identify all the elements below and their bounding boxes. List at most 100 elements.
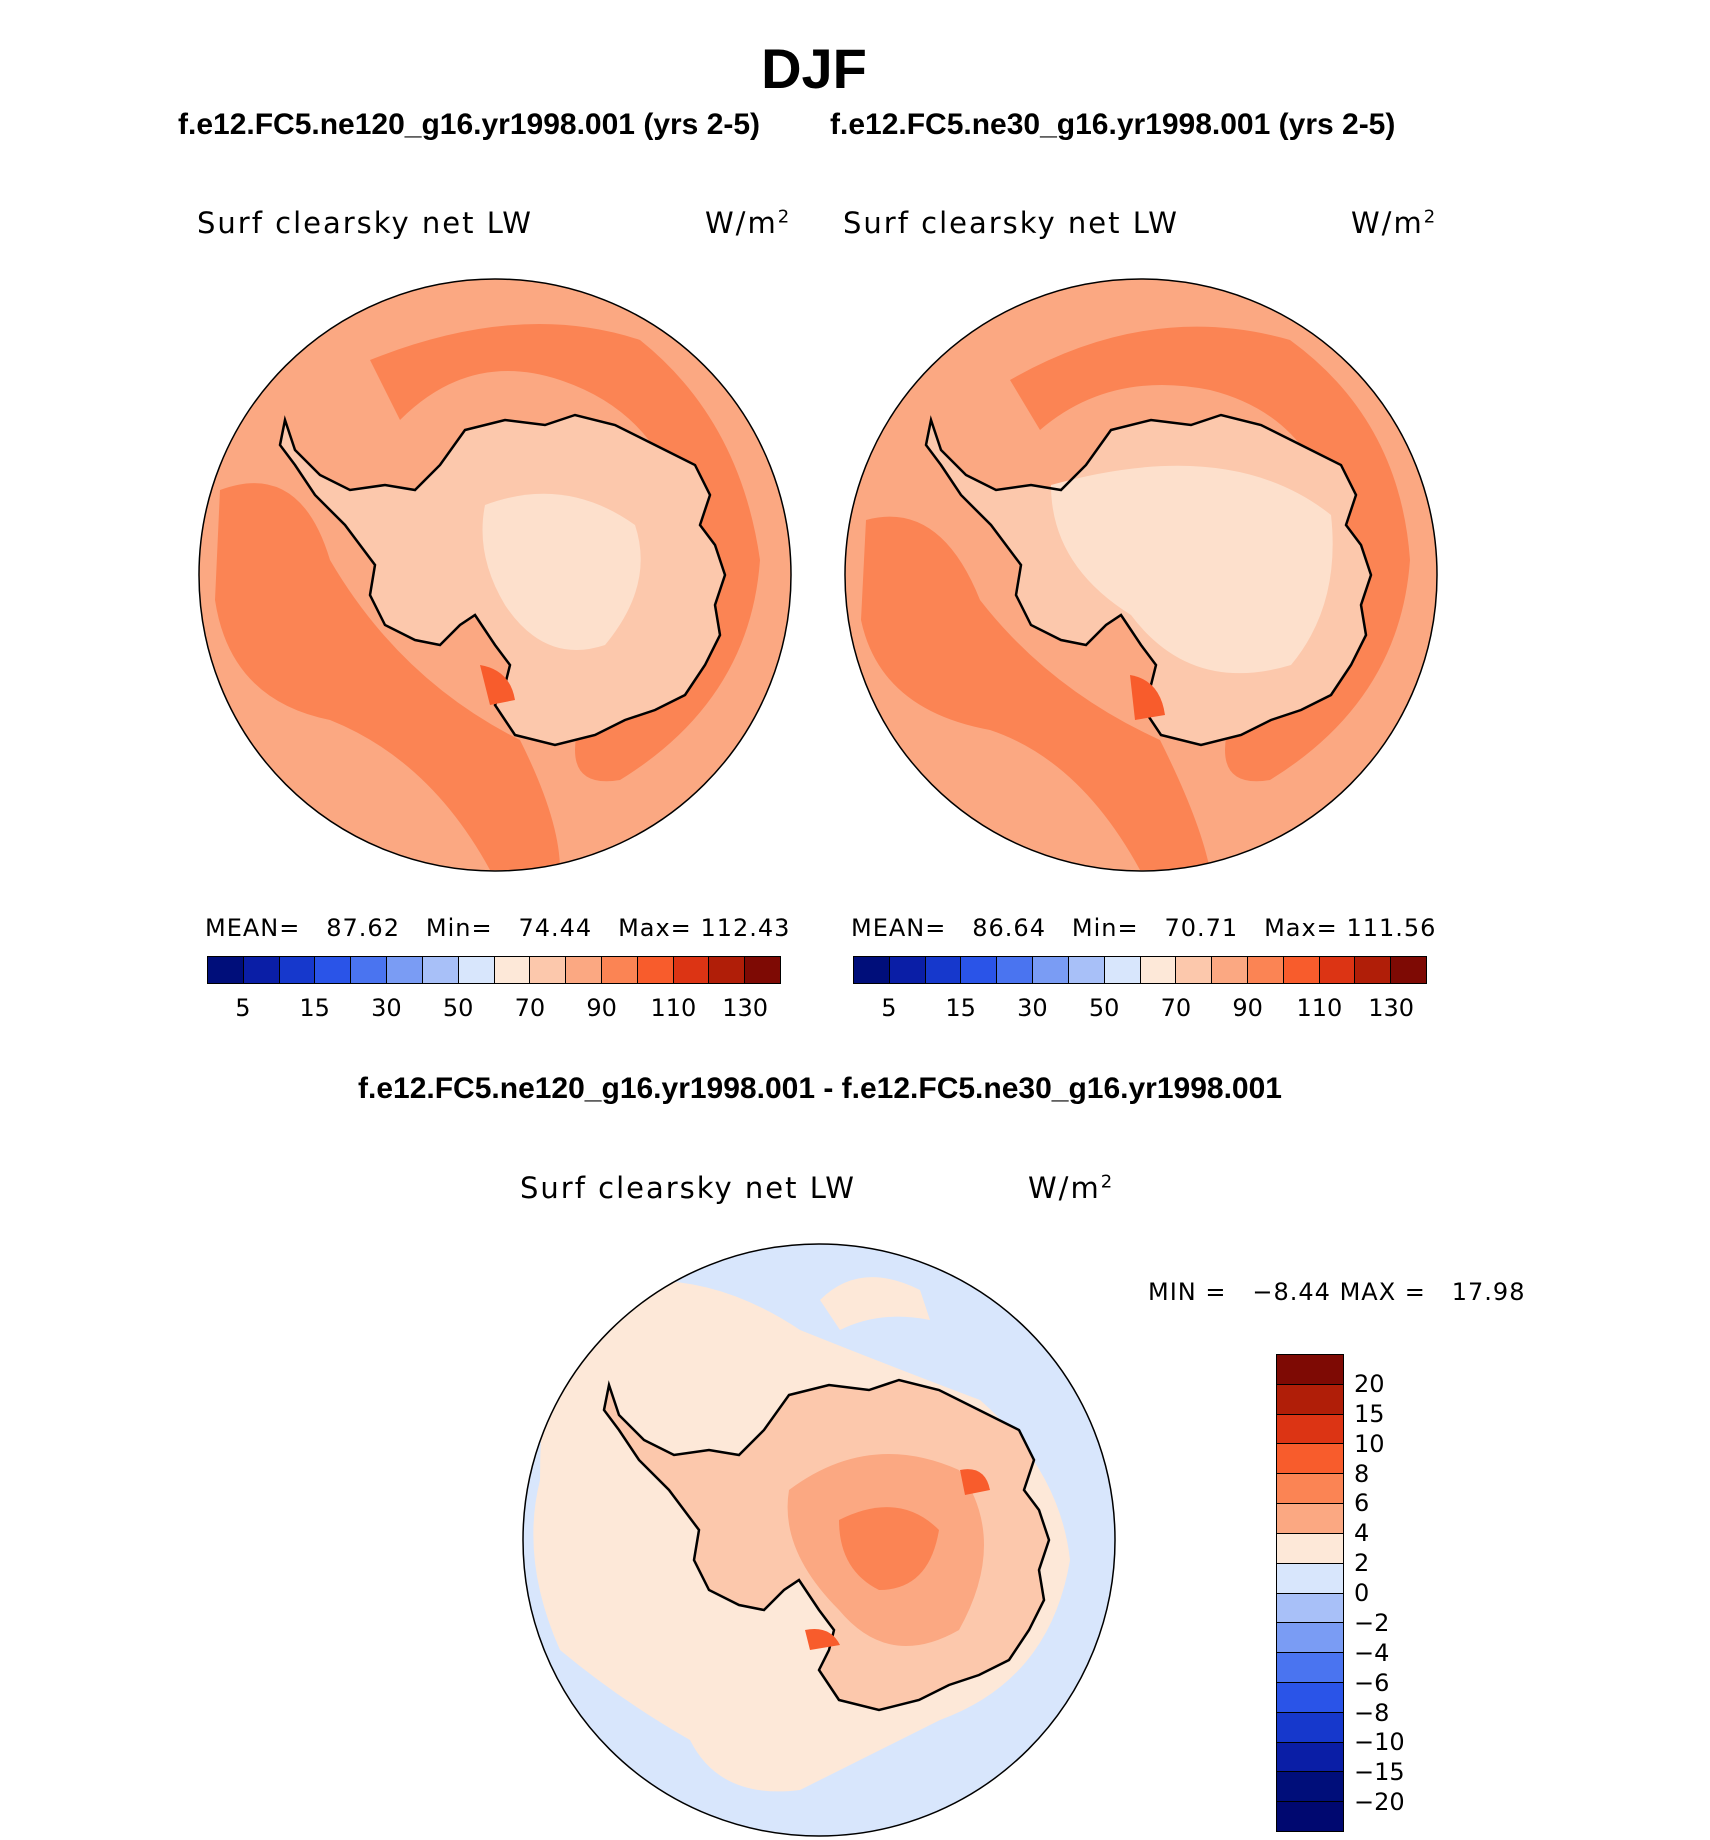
- colorbar-swatch: [854, 957, 890, 983]
- colorbar-swatch: [1277, 1474, 1343, 1505]
- colorbar-swatch: [387, 957, 423, 983]
- difference-title: f.e12.FC5.ne120_g16.yr1998.001 - f.e12.F…: [358, 1072, 1282, 1105]
- colorbar-swatch: [1212, 957, 1248, 983]
- colorbar-swatch: [1277, 1384, 1343, 1415]
- colorbar-tick-label: 110: [650, 994, 697, 1022]
- colorbar-tick-label: 15: [299, 994, 330, 1022]
- colorbar-swatch: [1176, 957, 1213, 983]
- colorbar-swatch: [745, 957, 780, 983]
- colorbar-swatch: [1319, 957, 1356, 983]
- colorbar-tick-label: 2: [1354, 1549, 1370, 1578]
- colorbar-swatch: [709, 957, 746, 983]
- diff-stats: MIN = −8.44 MAX = 17.98: [1148, 1278, 1526, 1306]
- colorbar-tick-label: 20: [1354, 1369, 1385, 1398]
- diff-variable-label: Surf clearsky net LW: [520, 1171, 856, 1205]
- colorbar-tick-label: −8: [1354, 1698, 1390, 1727]
- colorbar-tick-label: 110: [1296, 994, 1343, 1022]
- colorbar-tick-label: 15: [945, 994, 976, 1022]
- case1-title: f.e12.FC5.ne120_g16.yr1998.001 (yrs 2-5): [178, 108, 761, 141]
- diff-map: [522, 1243, 1116, 1837]
- colorbar-swatch: [1277, 1623, 1343, 1654]
- colorbar-swatch: [637, 957, 674, 983]
- colorbar-swatch: [1033, 957, 1069, 983]
- colorbar-swatch: [1277, 1682, 1343, 1713]
- colorbar-tick-label: −10: [1354, 1728, 1405, 1757]
- colorbar-swatch: [279, 957, 316, 983]
- colorbar-swatch: [925, 957, 962, 983]
- colorbar-tick-label: 130: [1368, 994, 1415, 1022]
- colorbar-swatch: [351, 957, 388, 983]
- colorbar-tick-label: 30: [371, 994, 402, 1022]
- colorbar-tick-label: 10: [1354, 1429, 1385, 1458]
- panel1-map: [198, 278, 792, 872]
- panel1-units: W/m2: [705, 206, 792, 240]
- diff-units: W/m2: [1028, 1171, 1115, 1205]
- panel2-variable-label: Surf clearsky net LW: [843, 206, 1179, 240]
- season-title: DJF: [761, 37, 867, 100]
- panel1-variable-label: Surf clearsky net LW: [197, 206, 533, 240]
- colorbar-tick-label: −20: [1354, 1788, 1405, 1817]
- colorbar-swatch: [1277, 1355, 1343, 1385]
- colorbar-tick-label: 5: [235, 994, 251, 1022]
- panel1-stats: MEAN= 87.62 Min= 74.44 Max= 112.43: [205, 914, 791, 942]
- colorbar-swatch: [422, 957, 459, 983]
- colorbar-swatch: [1277, 1444, 1343, 1475]
- colorbar-swatch: [1277, 1772, 1343, 1803]
- colorbar-tick-label: 8: [1354, 1459, 1370, 1488]
- colorbar-swatch: [1277, 1504, 1343, 1534]
- colorbar-tick-label: −4: [1354, 1638, 1390, 1667]
- colorbar-swatch: [1277, 1533, 1343, 1564]
- colorbar-tick-label: 130: [722, 994, 769, 1022]
- colorbar-swatch: [1140, 957, 1177, 983]
- panel2-colorbar-ticks: 5 15 30 50 70 90 110 130: [853, 994, 1427, 1024]
- colorbar-tick-label: 5: [881, 994, 897, 1022]
- panel2-warm-west: [861, 516, 1210, 870]
- colorbar-tick-label: 70: [1160, 994, 1192, 1022]
- colorbar-swatch: [1247, 957, 1284, 983]
- colorbar-swatch: [566, 957, 602, 983]
- colorbar-tick-label: 90: [1232, 994, 1263, 1022]
- colorbar-swatch: [1104, 957, 1141, 983]
- colorbar-swatch: [1277, 1742, 1343, 1773]
- colorbar-swatch: [1277, 1802, 1343, 1831]
- colorbar-swatch: [997, 957, 1034, 983]
- diff-colorbar: [1276, 1354, 1344, 1832]
- colorbar-tick-label: 4: [1354, 1519, 1370, 1548]
- colorbar-swatch: [1277, 1414, 1343, 1445]
- colorbar-swatch: [1277, 1653, 1343, 1683]
- colorbar-swatch: [1283, 957, 1320, 983]
- panel2-units: W/m2: [1351, 206, 1438, 240]
- colorbar-tick-label: 70: [514, 994, 546, 1022]
- colorbar-tick-label: 90: [586, 994, 617, 1022]
- panel1-warm-west: [215, 483, 560, 870]
- colorbar-tick-label: 30: [1017, 994, 1048, 1022]
- colorbar-swatch: [208, 957, 244, 983]
- colorbar-tick-label: 0: [1354, 1579, 1370, 1607]
- colorbar-swatch: [243, 957, 280, 983]
- colorbar-swatch: [601, 957, 638, 983]
- colorbar-swatch: [889, 957, 926, 983]
- colorbar-tick-label: 50: [1088, 994, 1120, 1022]
- case2-title: f.e12.FC5.ne30_g16.yr1998.001 (yrs 2-5): [830, 108, 1396, 141]
- colorbar-tick-label: 15: [1354, 1399, 1385, 1428]
- colorbar-swatch: [458, 957, 495, 983]
- panel2-stats: MEAN= 86.64 Min= 70.71 Max= 111.56: [851, 914, 1437, 942]
- colorbar-swatch: [494, 957, 531, 983]
- panel1-colorbar: [207, 956, 781, 984]
- colorbar-swatch: [673, 957, 710, 983]
- diff-colorbar-ticks: 20 15 10 8 6 4 2 0 −2 −4 −6 −8 −10 −15 −20: [1354, 1354, 1434, 1832]
- panel2-map: [844, 278, 1438, 872]
- colorbar-swatch: [1355, 957, 1392, 983]
- panel2-colorbar: [853, 956, 1427, 984]
- colorbar-swatch: [961, 957, 998, 983]
- colorbar-tick-label: 50: [442, 994, 474, 1022]
- colorbar-swatch: [1391, 957, 1426, 983]
- colorbar-tick-label: −15: [1354, 1758, 1405, 1787]
- colorbar-tick-label: −6: [1354, 1668, 1390, 1697]
- panel1-colorbar-ticks: 5 15 30 50 70 90 110 130: [207, 994, 781, 1024]
- colorbar-swatch: [1277, 1712, 1343, 1743]
- colorbar-tick-label: −2: [1354, 1608, 1390, 1637]
- colorbar-swatch: [315, 957, 352, 983]
- colorbar-swatch: [1068, 957, 1105, 983]
